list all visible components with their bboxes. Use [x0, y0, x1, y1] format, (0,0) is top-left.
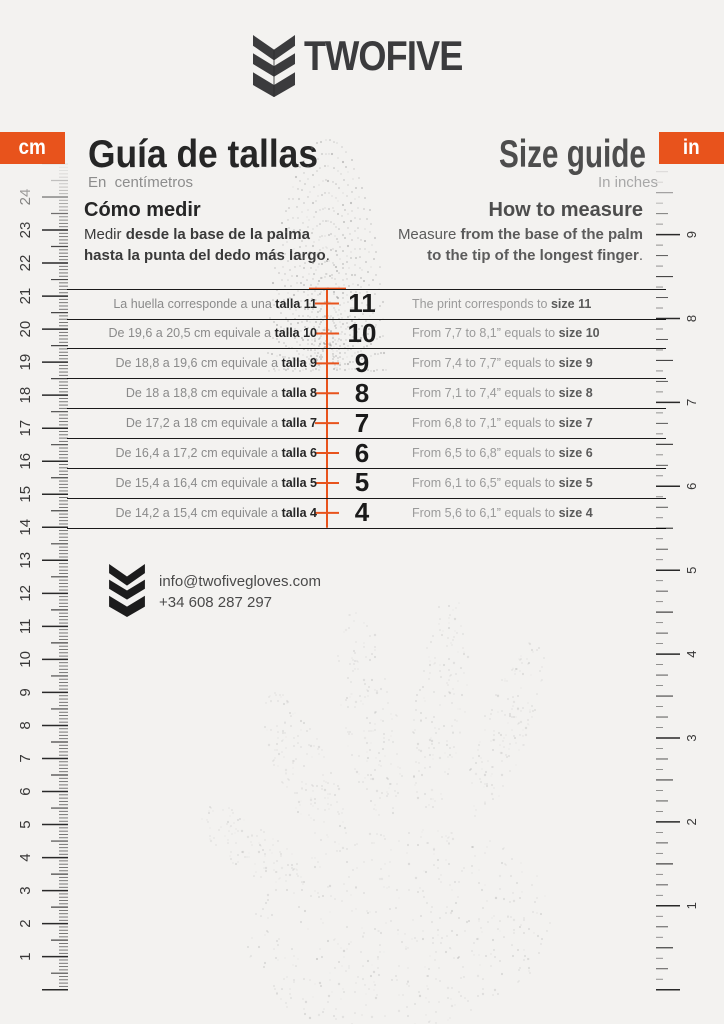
svg-text:22: 22	[17, 255, 34, 272]
svg-text:9: 9	[17, 688, 34, 696]
svg-text:17: 17	[17, 420, 34, 437]
svg-text:8: 8	[684, 315, 699, 322]
svg-text:9: 9	[684, 231, 699, 238]
svg-text:14: 14	[17, 519, 34, 536]
svg-text:5: 5	[17, 820, 34, 828]
svg-text:20: 20	[17, 321, 34, 338]
svg-text:3: 3	[17, 886, 34, 894]
svg-text:11: 11	[17, 619, 34, 635]
svg-text:2: 2	[17, 919, 34, 927]
svg-text:19: 19	[17, 354, 34, 371]
svg-text:23: 23	[17, 222, 34, 239]
svg-text:2: 2	[684, 818, 699, 825]
svg-text:21: 21	[17, 288, 34, 305]
svg-text:8: 8	[17, 721, 34, 729]
svg-text:7: 7	[17, 754, 34, 762]
svg-text:6: 6	[17, 787, 34, 795]
svg-text:7: 7	[684, 399, 699, 406]
svg-text:16: 16	[17, 453, 34, 470]
svg-text:24: 24	[17, 189, 34, 206]
svg-text:6: 6	[684, 483, 699, 490]
svg-text:1: 1	[684, 902, 699, 909]
svg-text:13: 13	[17, 552, 34, 569]
svg-text:4: 4	[17, 853, 34, 861]
svg-text:12: 12	[17, 585, 34, 602]
svg-text:18: 18	[17, 387, 34, 404]
svg-text:4: 4	[684, 650, 699, 657]
svg-text:10: 10	[17, 651, 34, 668]
svg-text:15: 15	[17, 486, 34, 503]
svg-text:5: 5	[684, 567, 699, 574]
svg-text:3: 3	[684, 734, 699, 741]
svg-text:1: 1	[17, 952, 34, 960]
